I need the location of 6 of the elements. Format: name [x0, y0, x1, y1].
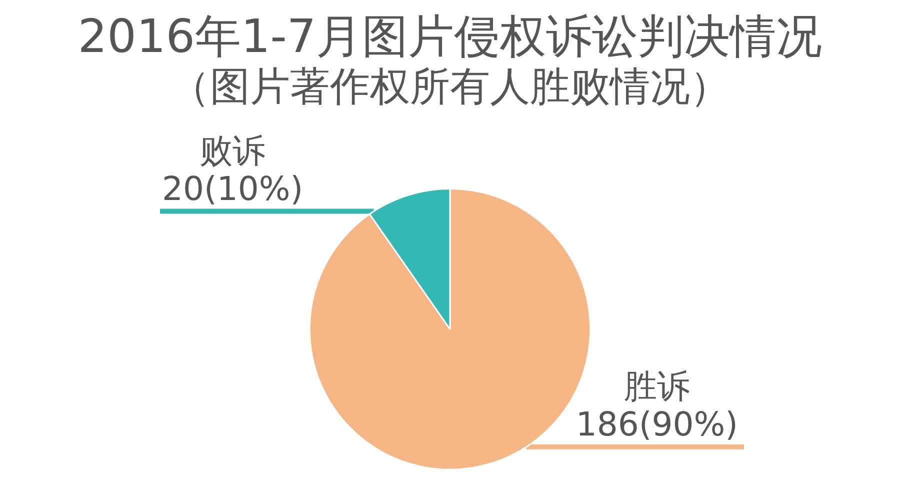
chart-title: 2016年1-7月图片侵权诉讼判决情况 — [78, 9, 822, 63]
slice-label: 胜诉 — [624, 366, 690, 406]
chart-subtitle: （图片著作权所有人胜败情况） — [170, 64, 730, 110]
data-label: 20(10%) — [162, 168, 304, 208]
slice-label: 败诉 — [200, 130, 266, 170]
data-label: 186(90%) — [576, 404, 738, 444]
